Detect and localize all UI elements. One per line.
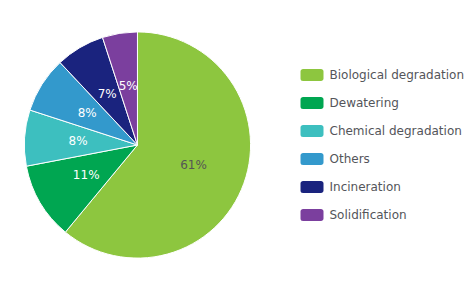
svg-text:8%: 8% (78, 106, 97, 120)
svg-text:Others: Others (330, 152, 370, 166)
svg-text:Incineration: Incineration (330, 180, 401, 194)
svg-text:5%: 5% (119, 79, 138, 93)
svg-text:Chemical degradation: Chemical degradation (330, 124, 462, 138)
svg-text:7%: 7% (98, 87, 117, 101)
svg-text:Biological degradation: Biological degradation (330, 68, 465, 82)
svg-text:8%: 8% (69, 134, 88, 148)
svg-text:61%: 61% (180, 158, 207, 172)
svg-text:Dewatering: Dewatering (330, 96, 399, 110)
svg-text:11%: 11% (73, 168, 100, 182)
svg-text:Solidification: Solidification (330, 208, 407, 222)
